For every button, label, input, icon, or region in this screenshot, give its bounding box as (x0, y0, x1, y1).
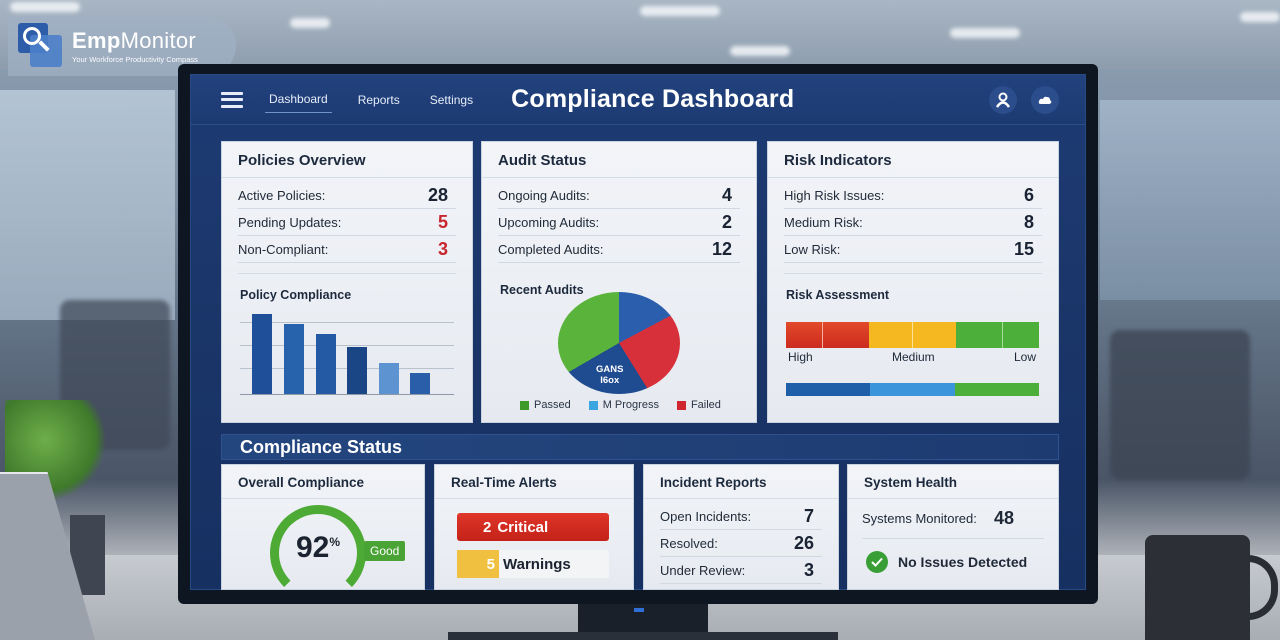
brand-logo: EmpMonitor Your Workforce Productivity C… (8, 16, 236, 76)
legend-swatch (676, 400, 686, 410)
risk-scale-labels: High Medium Low (788, 350, 1036, 364)
top-navbar: Dashboard Reports Settings Compliance Da… (191, 75, 1085, 125)
stat-row: Under Review: 3 (660, 557, 822, 584)
legend-swatch (520, 400, 529, 410)
card-title: Audit Status (482, 142, 756, 178)
stat-row: Active Policies: 28 (238, 182, 456, 209)
ceiling-light (730, 46, 790, 56)
card-title: Policies Overview (222, 142, 472, 178)
health-status: No Issues Detected (866, 551, 1040, 573)
bar (379, 363, 399, 394)
bar (316, 334, 336, 394)
warning-alert[interactable]: 5 Warnings (457, 550, 609, 578)
background-window (1100, 100, 1280, 300)
brand-name: EmpMonitor (72, 28, 197, 53)
risk-indicators-card: Risk Indicators High Risk Issues: 6 Mediu… (767, 141, 1059, 423)
background-chair (1110, 330, 1250, 480)
risk-secondary-bar (786, 383, 1039, 396)
ceiling-light (10, 2, 80, 12)
bar (284, 324, 304, 394)
user-profile-button[interactable] (989, 85, 1017, 114)
incident-reports-card: Incident Reports Open Incidents: 7 Resolv… (643, 464, 839, 590)
nav-settings[interactable]: Settings (429, 92, 474, 107)
ceiling-light (1240, 12, 1280, 22)
risk-scale-bar (786, 322, 1039, 348)
pie-legend: Passed M Progress Failed (520, 399, 721, 411)
cloud-icon (1038, 96, 1052, 104)
background-window (0, 90, 175, 320)
coffee-mug (1145, 535, 1250, 640)
ceiling-light (640, 6, 720, 16)
compliance-status-header: Compliance Status (221, 434, 1059, 460)
chart-title: Recent Audits (500, 283, 584, 297)
policy-compliance-bar-chart (240, 312, 454, 422)
stat-row: Medium Risk: 8 (784, 209, 1042, 236)
card-title: System Health (848, 465, 1058, 499)
stat-row: Upcoming Audits: 2 (498, 209, 740, 236)
system-health-card: System Health Systems Monitored: 48 No Is… (847, 464, 1059, 590)
monitor-stand-base (448, 632, 838, 640)
brand-tagline: Your Workforce Productivity Compass (72, 55, 198, 64)
policies-overview-card: Policies Overview Active Policies: 28 Pen… (221, 141, 473, 423)
chart-title: Policy Compliance (240, 288, 352, 302)
stat-row: Pending Updates: 5 (238, 209, 456, 236)
status-badge: Good (364, 541, 406, 561)
stat-row: High Risk Issues: 6 (784, 182, 1042, 209)
nav-dashboard[interactable]: Dashboard (265, 86, 332, 113)
user-icon (996, 92, 1010, 108)
stat-row: Open Incidents: 7 (660, 503, 822, 530)
card-title: Incident Reports (644, 465, 838, 499)
compliance-percentage: 92% (296, 531, 341, 564)
card-title: Risk Indicators (768, 142, 1058, 178)
menu-icon[interactable] (221, 91, 243, 108)
page-title: Compliance Dashboard (511, 85, 795, 113)
stat-row: Completed Audits: 12 (498, 236, 740, 263)
overall-compliance-card: Overall Compliance 92% Good (221, 464, 425, 601)
bar (410, 373, 430, 394)
card-title: Real-Time Alerts (435, 465, 633, 499)
bar (252, 314, 272, 394)
ceiling-light (950, 28, 1020, 38)
compliance-gauge (270, 505, 366, 601)
check-circle-icon (866, 551, 888, 573)
systems-monitored-row: Systems Monitored: 48 (862, 499, 1044, 539)
audit-status-card: Audit Status Ongoing Audits: 4 Upcoming A… (481, 141, 757, 423)
legend-swatch (588, 400, 598, 410)
magnifier-user-icon (18, 23, 64, 69)
chart-title: Risk Assessment (786, 288, 890, 302)
card-title: Overall Compliance (222, 465, 424, 499)
cloud-button[interactable] (1031, 85, 1059, 114)
dashboard-screen: Dashboard Reports Settings Compliance Da… (190, 74, 1086, 601)
power-indicator (634, 608, 644, 612)
stat-row: Ongoing Audits: 4 (498, 182, 740, 209)
ceiling-light (290, 18, 330, 28)
stat-row: Non-Compliant: 3 (238, 236, 456, 263)
mug-handle (1240, 555, 1278, 620)
stat-row: Resolved: 26 (660, 530, 822, 557)
nav-reports[interactable]: Reports (357, 92, 400, 107)
stat-row: Low Risk: 15 (784, 236, 1042, 263)
pie-label: GANS I6ox (596, 364, 624, 386)
bar (347, 347, 367, 394)
critical-alert[interactable]: 2 Critical (457, 513, 609, 541)
real-time-alerts-card: Real-Time Alerts 2 Critical 5 Warnings (434, 464, 634, 590)
recent-audits-pie-chart (558, 292, 680, 394)
